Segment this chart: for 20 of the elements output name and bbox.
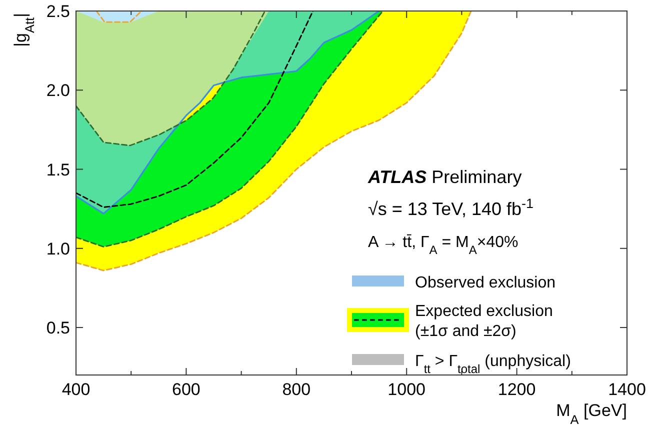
annotation: A → tt̄, Γ$_{A}$ = M$_{A}$×40% <box>368 234 518 257</box>
legend-label: Observed exclusion <box>415 274 556 292</box>
y-tick-label: 1.0 <box>46 239 70 258</box>
y-tick-label: 2.0 <box>46 81 70 100</box>
line-series <box>76 11 314 208</box>
x-tick-label: 1200 <box>498 380 536 399</box>
x-tick-label: 600 <box>172 380 200 399</box>
annotation: ATLAS Preliminary <box>367 167 522 187</box>
x-tick-label: 1400 <box>608 380 646 399</box>
legend-label: Expected exclusion (±1σ and ±2σ) <box>415 303 553 340</box>
x-tick-label: 800 <box>282 380 311 399</box>
legend-label: Γ$_{tt}$ > Γ$_{total}$ (unphysical) <box>415 353 571 376</box>
y-tick-label: 1.5 <box>46 160 70 180</box>
line-series <box>76 11 266 146</box>
annotation: √s = 13 TeV, 140 fb$^{-1}$ <box>368 196 534 219</box>
x-tick-label: 400 <box>62 380 90 399</box>
x-axis-title: M$_{A}$ [GeV] <box>556 401 627 426</box>
y-tick-label: 2.5 <box>46 2 70 21</box>
y-tick-label: 0.5 <box>46 318 70 338</box>
x-tick-label: 1000 <box>388 380 426 399</box>
